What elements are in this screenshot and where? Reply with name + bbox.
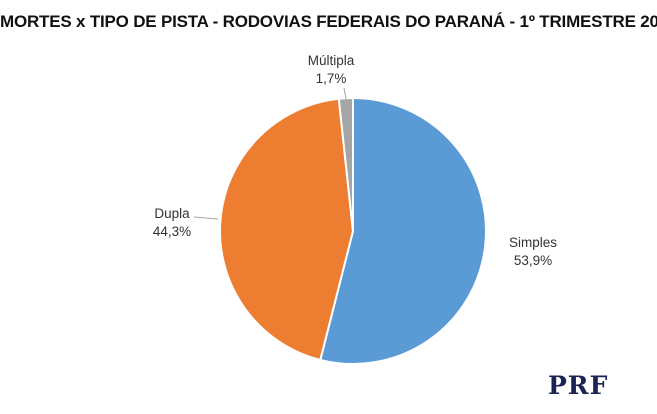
slice-label-category: Múltipla: [308, 53, 355, 68]
pie-slices: [219, 96, 487, 365]
leader-line-1: [193, 216, 219, 220]
slice-label-value: 1,7%: [316, 71, 347, 86]
slice-label-category: Simples: [509, 235, 557, 250]
slice-labels: Simples 53,9% Dupla 44,3% Múltipla 1,7%: [153, 53, 557, 268]
leader-lines: [193, 87, 347, 220]
slice-label-value: 53,9%: [514, 253, 552, 268]
leader-line-2: [343, 87, 347, 100]
slice-label-category: Dupla: [154, 206, 190, 221]
slice-label-value: 44,3%: [153, 224, 191, 239]
slice-simples: [319, 96, 487, 365]
chart-title: MORTES x TIPO DE PISTA - RODOVIAS FEDERA…: [0, 12, 657, 31]
prf-logo: PRF: [548, 371, 609, 400]
slice-dupla: [219, 97, 355, 362]
